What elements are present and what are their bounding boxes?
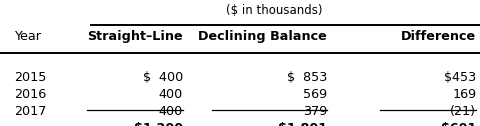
Text: $1,200: $1,200	[133, 122, 182, 126]
Text: Difference: Difference	[400, 30, 475, 43]
Text: $  853: $ 853	[286, 71, 326, 84]
Text: $1,801: $1,801	[277, 122, 326, 126]
Text: 2016: 2016	[14, 88, 47, 101]
Text: 569: 569	[302, 88, 326, 101]
Text: 400: 400	[158, 105, 182, 118]
Text: Declining Balance: Declining Balance	[198, 30, 326, 43]
Text: ($ in thousands): ($ in thousands)	[226, 4, 322, 17]
Text: Year: Year	[14, 30, 41, 43]
Text: $453: $453	[443, 71, 475, 84]
Text: 400: 400	[158, 88, 182, 101]
Text: $  400: $ 400	[142, 71, 182, 84]
Text: 2017: 2017	[14, 105, 47, 118]
Text: 2015: 2015	[14, 71, 47, 84]
Text: (21): (21)	[449, 105, 475, 118]
Text: $601: $601	[440, 122, 475, 126]
Text: Straight–Line: Straight–Line	[87, 30, 182, 43]
Text: 379: 379	[302, 105, 326, 118]
Text: 169: 169	[451, 88, 475, 101]
